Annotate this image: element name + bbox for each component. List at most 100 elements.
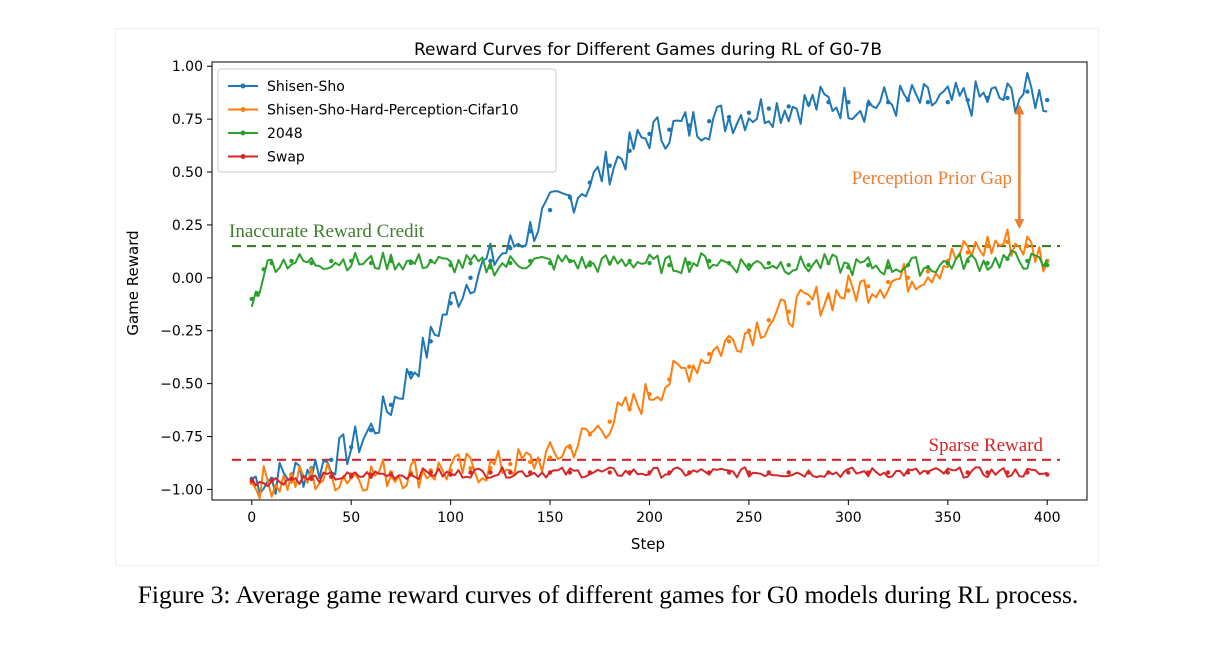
data-point: [945, 260, 950, 266]
legend-marker: [240, 130, 246, 136]
data-point: [706, 119, 712, 124]
data-point: [846, 265, 851, 270]
data-point: [1045, 472, 1050, 477]
data-point: [527, 229, 533, 234]
data-point: [667, 377, 672, 382]
data-point: [448, 301, 453, 306]
data-point: [329, 457, 334, 462]
data-point: [826, 294, 831, 300]
data-point: [706, 351, 712, 357]
annotations: Inaccurate Reward Credit Sparse Reward Per…: [229, 104, 1044, 456]
data-point: [349, 444, 354, 450]
figure-caption: Figure 3: Average game reward curves of …: [137, 580, 1079, 609]
data-point: [965, 97, 970, 103]
data-point: [587, 432, 593, 437]
data-point: [826, 260, 831, 266]
data-point: [428, 470, 433, 475]
data-point: [647, 260, 652, 266]
data-point: [687, 470, 692, 475]
x-tick-label: 350: [934, 510, 961, 526]
data-point: [647, 470, 652, 475]
data-point: [527, 459, 533, 465]
data-point: [1005, 95, 1010, 101]
data-point: [706, 470, 712, 475]
data-point: [1005, 470, 1010, 475]
gap-arrow-head-up: [1014, 104, 1025, 115]
data-point: [368, 472, 374, 477]
data-point: [1045, 97, 1050, 103]
series-line-shisen-sho: [251, 71, 1048, 495]
data-point: [846, 470, 851, 475]
data-point: [945, 470, 950, 475]
data-point: [806, 301, 811, 306]
data-point: [587, 262, 593, 268]
data-point: [746, 110, 752, 115]
x-axis-label: Step: [631, 535, 665, 553]
data-point: [726, 339, 732, 344]
chart-title: Reward Curves for Different Games during…: [414, 40, 882, 60]
data-point: [806, 262, 811, 268]
x-tick-label: 400: [1034, 510, 1061, 526]
data-point: [1005, 239, 1010, 245]
data-point: [607, 419, 612, 424]
data-point: [309, 476, 314, 482]
gap-arrow-head-down: [1014, 219, 1025, 230]
data-point: [905, 262, 911, 268]
x-tick-label: 150: [537, 510, 564, 526]
x-tick-label: 0: [247, 510, 256, 526]
data-point: [726, 114, 732, 120]
data-point: [508, 260, 513, 266]
data-point: [249, 478, 254, 484]
data-point: [766, 470, 772, 475]
perception-prior-gap-label: Perception Prior Gap: [852, 168, 1012, 189]
x-tick-label: 200: [636, 510, 663, 526]
data-point: [687, 123, 692, 128]
data-point: [448, 262, 453, 268]
data-point: [408, 260, 414, 266]
x-tick-label: 250: [736, 510, 763, 526]
y-axis-label: Game Reward: [124, 230, 142, 335]
data-point: [587, 180, 593, 185]
plot-area: [232, 71, 1060, 500]
reward-chart: Reward Curves for Different Games during…: [124, 40, 1088, 553]
data-point: [985, 95, 990, 101]
data-point: [1005, 256, 1010, 261]
data-point: [746, 262, 752, 268]
data-point: [349, 258, 354, 264]
data-point: [687, 260, 692, 266]
y-tick-label: 1.00: [172, 59, 203, 75]
data-point: [547, 207, 553, 213]
x-tick-label: 300: [835, 510, 862, 526]
data-point: [488, 466, 493, 471]
legend-label: Swap: [267, 150, 305, 166]
data-point: [826, 470, 831, 475]
data-point: [806, 102, 811, 107]
data-point: [965, 470, 970, 475]
data-point: [289, 476, 294, 482]
data-point: [607, 163, 612, 168]
data-point: [905, 97, 911, 103]
sparse-reward-label: Sparse Reward: [929, 435, 1044, 456]
y-tick-label: 0.25: [172, 218, 203, 234]
data-point: [786, 104, 791, 109]
data-point: [726, 470, 732, 475]
inaccurate-reward-label: Inaccurate Reward Credit: [229, 221, 425, 242]
y-tick-label: 0.75: [172, 112, 203, 128]
data-point: [428, 258, 433, 264]
data-point: [368, 260, 374, 266]
data-point: [985, 260, 990, 266]
data-point: [866, 102, 871, 107]
y-tick-label: 0.50: [172, 165, 203, 181]
data-point: [885, 279, 891, 285]
y-tick-label: −0.75: [160, 430, 203, 446]
legend-box: [217, 68, 557, 173]
data-point: [647, 131, 652, 137]
data-point: [925, 265, 931, 270]
data-point: [846, 100, 851, 105]
data-point: [547, 470, 553, 475]
y-tick-label: 0.00: [172, 271, 203, 287]
data-point: [488, 258, 493, 264]
data-point: [261, 267, 266, 272]
legend-marker: [240, 83, 246, 89]
data-point: [1025, 89, 1030, 94]
